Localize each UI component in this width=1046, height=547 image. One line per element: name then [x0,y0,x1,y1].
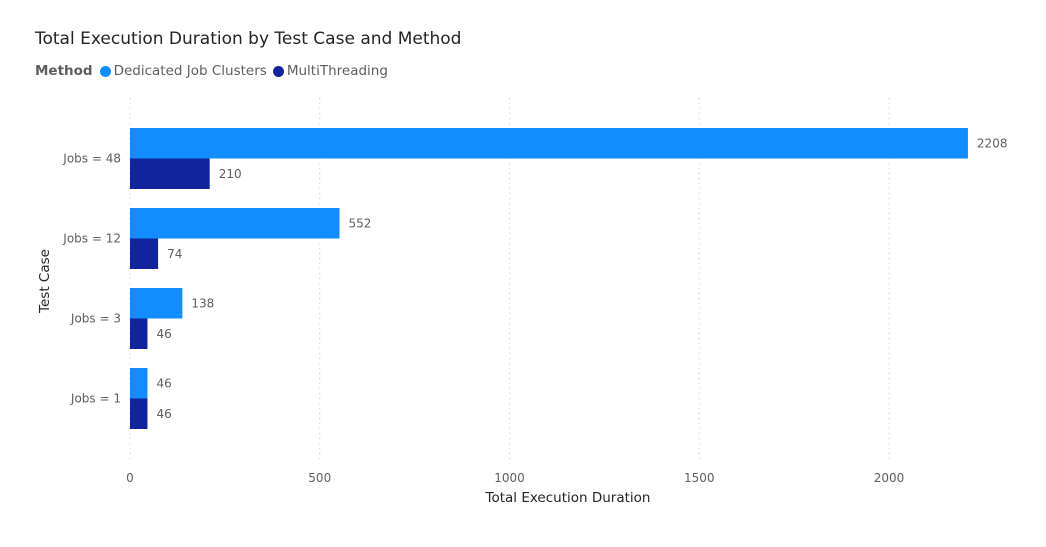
bar-dedicated-job-clusters-jobs-12 [130,208,340,239]
y-category-label-jobs-1: Jobs = 1 [70,392,121,406]
bar-multithreading-jobs-1 [130,398,148,429]
legend-marker-multithreading [272,65,284,77]
y-axis-title: Test Case [37,249,53,314]
legend-item-multithreading[interactable]: MultiThreading [272,63,388,79]
x-tick-label-500: 500 [308,471,331,485]
y-category-label-jobs-12: Jobs = 12 [62,232,121,246]
bar-multithreading-jobs-48 [130,158,210,189]
legend: Method Dedicated Job Clusters MultiThrea… [35,63,394,79]
bar-dedicated-job-clusters-jobs-48 [130,128,968,159]
legend-title: Method [35,63,93,79]
data-label-multithreading-jobs-1: 46 [156,407,171,421]
bar-multithreading-jobs-12 [130,238,159,269]
x-tick-label-1000: 1000 [494,471,525,485]
data-label-multithreading-jobs-48: 210 [219,167,242,181]
data-label-multithreading-jobs-3: 46 [156,327,171,341]
data-label-multithreading-jobs-12: 74 [167,247,182,261]
x-tick-label-2000: 2000 [874,471,905,485]
bar-multithreading-jobs-3 [130,318,148,349]
x-tick-label-1500: 1500 [684,471,715,485]
legend-marker-dedicated-job-clusters [99,65,111,77]
data-label-dedicated-job-clusters-jobs-3: 138 [191,296,214,310]
data-label-dedicated-job-clusters-jobs-1: 46 [156,376,171,390]
y-category-label-jobs-3: Jobs = 3 [70,312,121,326]
legend-label-dedicated-job-clusters: Dedicated Job Clusters [113,63,267,79]
chart-title: Total Execution Duration by Test Case an… [35,29,462,49]
legend-item-dedicated-job-clusters[interactable]: Dedicated Job Clusters [99,63,267,79]
x-tick-label-0: 0 [126,471,134,485]
data-label-dedicated-job-clusters-jobs-48: 2208 [977,136,1008,150]
x-axis-title: Total Execution Duration [485,490,651,506]
data-label-dedicated-job-clusters-jobs-12: 552 [348,216,371,230]
bar-dedicated-job-clusters-jobs-1 [130,368,148,399]
legend-label-multithreading: MultiThreading [286,63,388,79]
bar-dedicated-job-clusters-jobs-3 [130,288,183,319]
y-category-label-jobs-48: Jobs = 48 [62,152,121,166]
